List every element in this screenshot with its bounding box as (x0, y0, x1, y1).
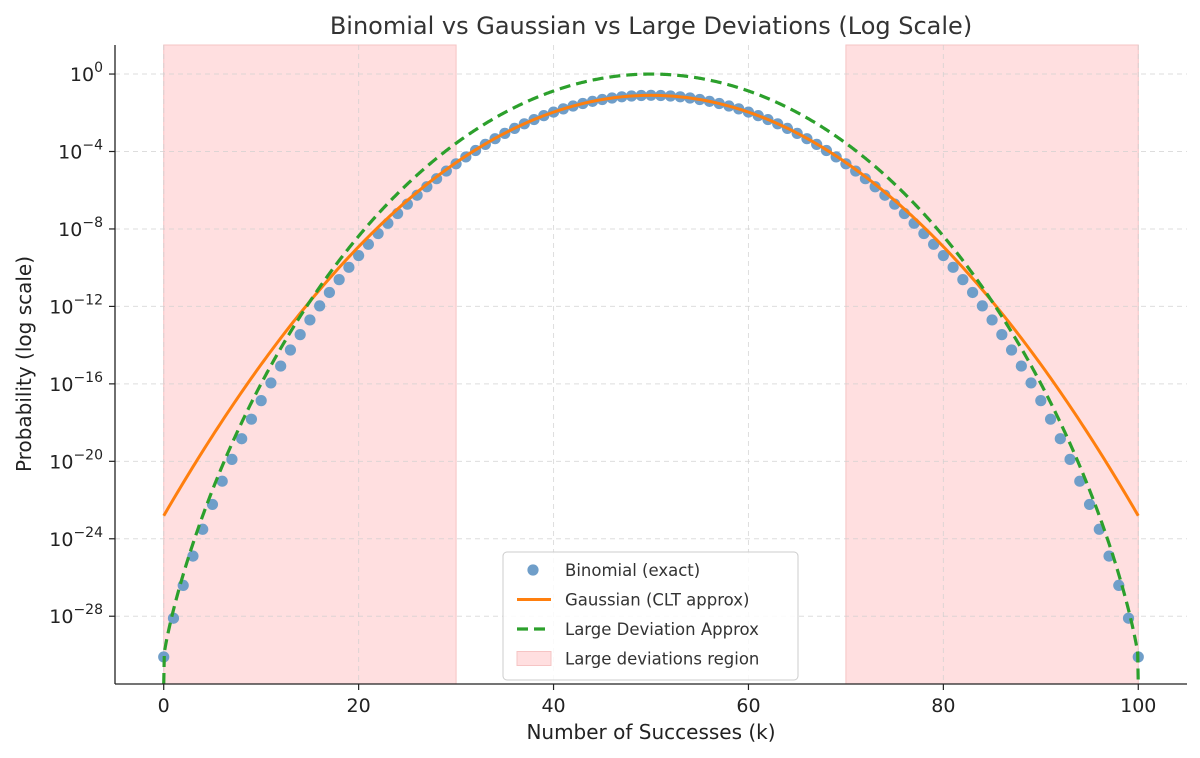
x-axis-label: Number of Successes (k) (526, 720, 775, 744)
shaded-region-1 (163, 44, 457, 685)
x-tick-label: 100 (1120, 695, 1156, 717)
x-tick-label: 80 (931, 695, 955, 717)
y-tick-label: 10−8 (58, 215, 103, 241)
y-tick-label: 10−12 (49, 292, 103, 318)
legend-key-region (516, 651, 552, 666)
binomial-point (879, 189, 891, 201)
binomial-point (1064, 453, 1076, 465)
binomial-point (187, 550, 199, 562)
binomial-point (333, 274, 345, 286)
binomial-point (177, 579, 189, 592)
legend: Binomial (exact) Gaussian (CLT approx) Lar… (502, 551, 799, 681)
shaded-region-2 (845, 44, 1139, 685)
binomial-point (284, 344, 297, 356)
binomial-point (275, 360, 287, 372)
binomial-point (937, 249, 949, 262)
large-deviation-series-line (162, 72, 1140, 685)
x-axis-ticks: 0 20 40 60 80 100 (158, 684, 1156, 717)
y-tick-label: 100 (70, 60, 103, 86)
legend-label: Binomial (exact) (565, 561, 700, 580)
binomial-point (323, 286, 335, 299)
binomial-point (947, 261, 959, 273)
legend-key-binomial (527, 564, 539, 576)
legend-label: Large deviations region (565, 650, 759, 669)
binomial-point (1083, 498, 1096, 511)
binomial-point (245, 413, 258, 425)
binomial-point (1025, 377, 1037, 389)
y-tick-label: 10−16 (49, 370, 103, 396)
x-tick-label: 20 (347, 695, 371, 717)
legend-label: Gaussian (CLT approx) (565, 591, 749, 610)
x-tick-label: 0 (158, 695, 170, 717)
binomial-point (314, 300, 326, 312)
binomial-point (255, 395, 267, 407)
binomial-point (353, 249, 365, 262)
binomial-point (1015, 360, 1027, 372)
binomial-point (996, 329, 1008, 341)
binomial-point (343, 261, 355, 273)
binomial-point (1035, 395, 1047, 407)
binomial-point (216, 475, 228, 487)
legend-box (502, 551, 799, 681)
binomial-point (265, 377, 277, 389)
binomial-point (294, 329, 306, 341)
binomial-point (986, 314, 998, 326)
x-tick-label: 40 (541, 695, 565, 717)
y-tick-label: 10−4 (58, 138, 103, 164)
y-tick-label: 10−20 (49, 447, 103, 473)
binomial-point (226, 453, 238, 465)
binomial-point (976, 300, 988, 312)
y-tick-label: 10−28 (49, 602, 103, 628)
binomial-point (957, 274, 969, 286)
legend-label: Large Deviation Approx (565, 620, 759, 639)
binomial-point (1044, 413, 1057, 425)
chart-title: Binomial vs Gaussian vs Large Deviations… (330, 12, 972, 40)
binomial-point (1054, 433, 1066, 445)
binomial-point (1074, 475, 1086, 487)
binomial-point (1005, 344, 1018, 356)
y-tick-label: 10−24 (49, 525, 103, 551)
binomial-point (304, 314, 316, 326)
y-axis-label: Probability (log scale) (12, 256, 36, 472)
binomial-point (967, 286, 979, 299)
y-axis-ticks: 100 10−4 10−8 10−12 10−16 10−20 10−24 10−28 (49, 60, 115, 628)
gaussian-series-line (162, 93, 1140, 517)
x-tick-label: 60 (736, 695, 760, 717)
binomial-point (236, 433, 248, 445)
binomial-point (411, 189, 423, 201)
